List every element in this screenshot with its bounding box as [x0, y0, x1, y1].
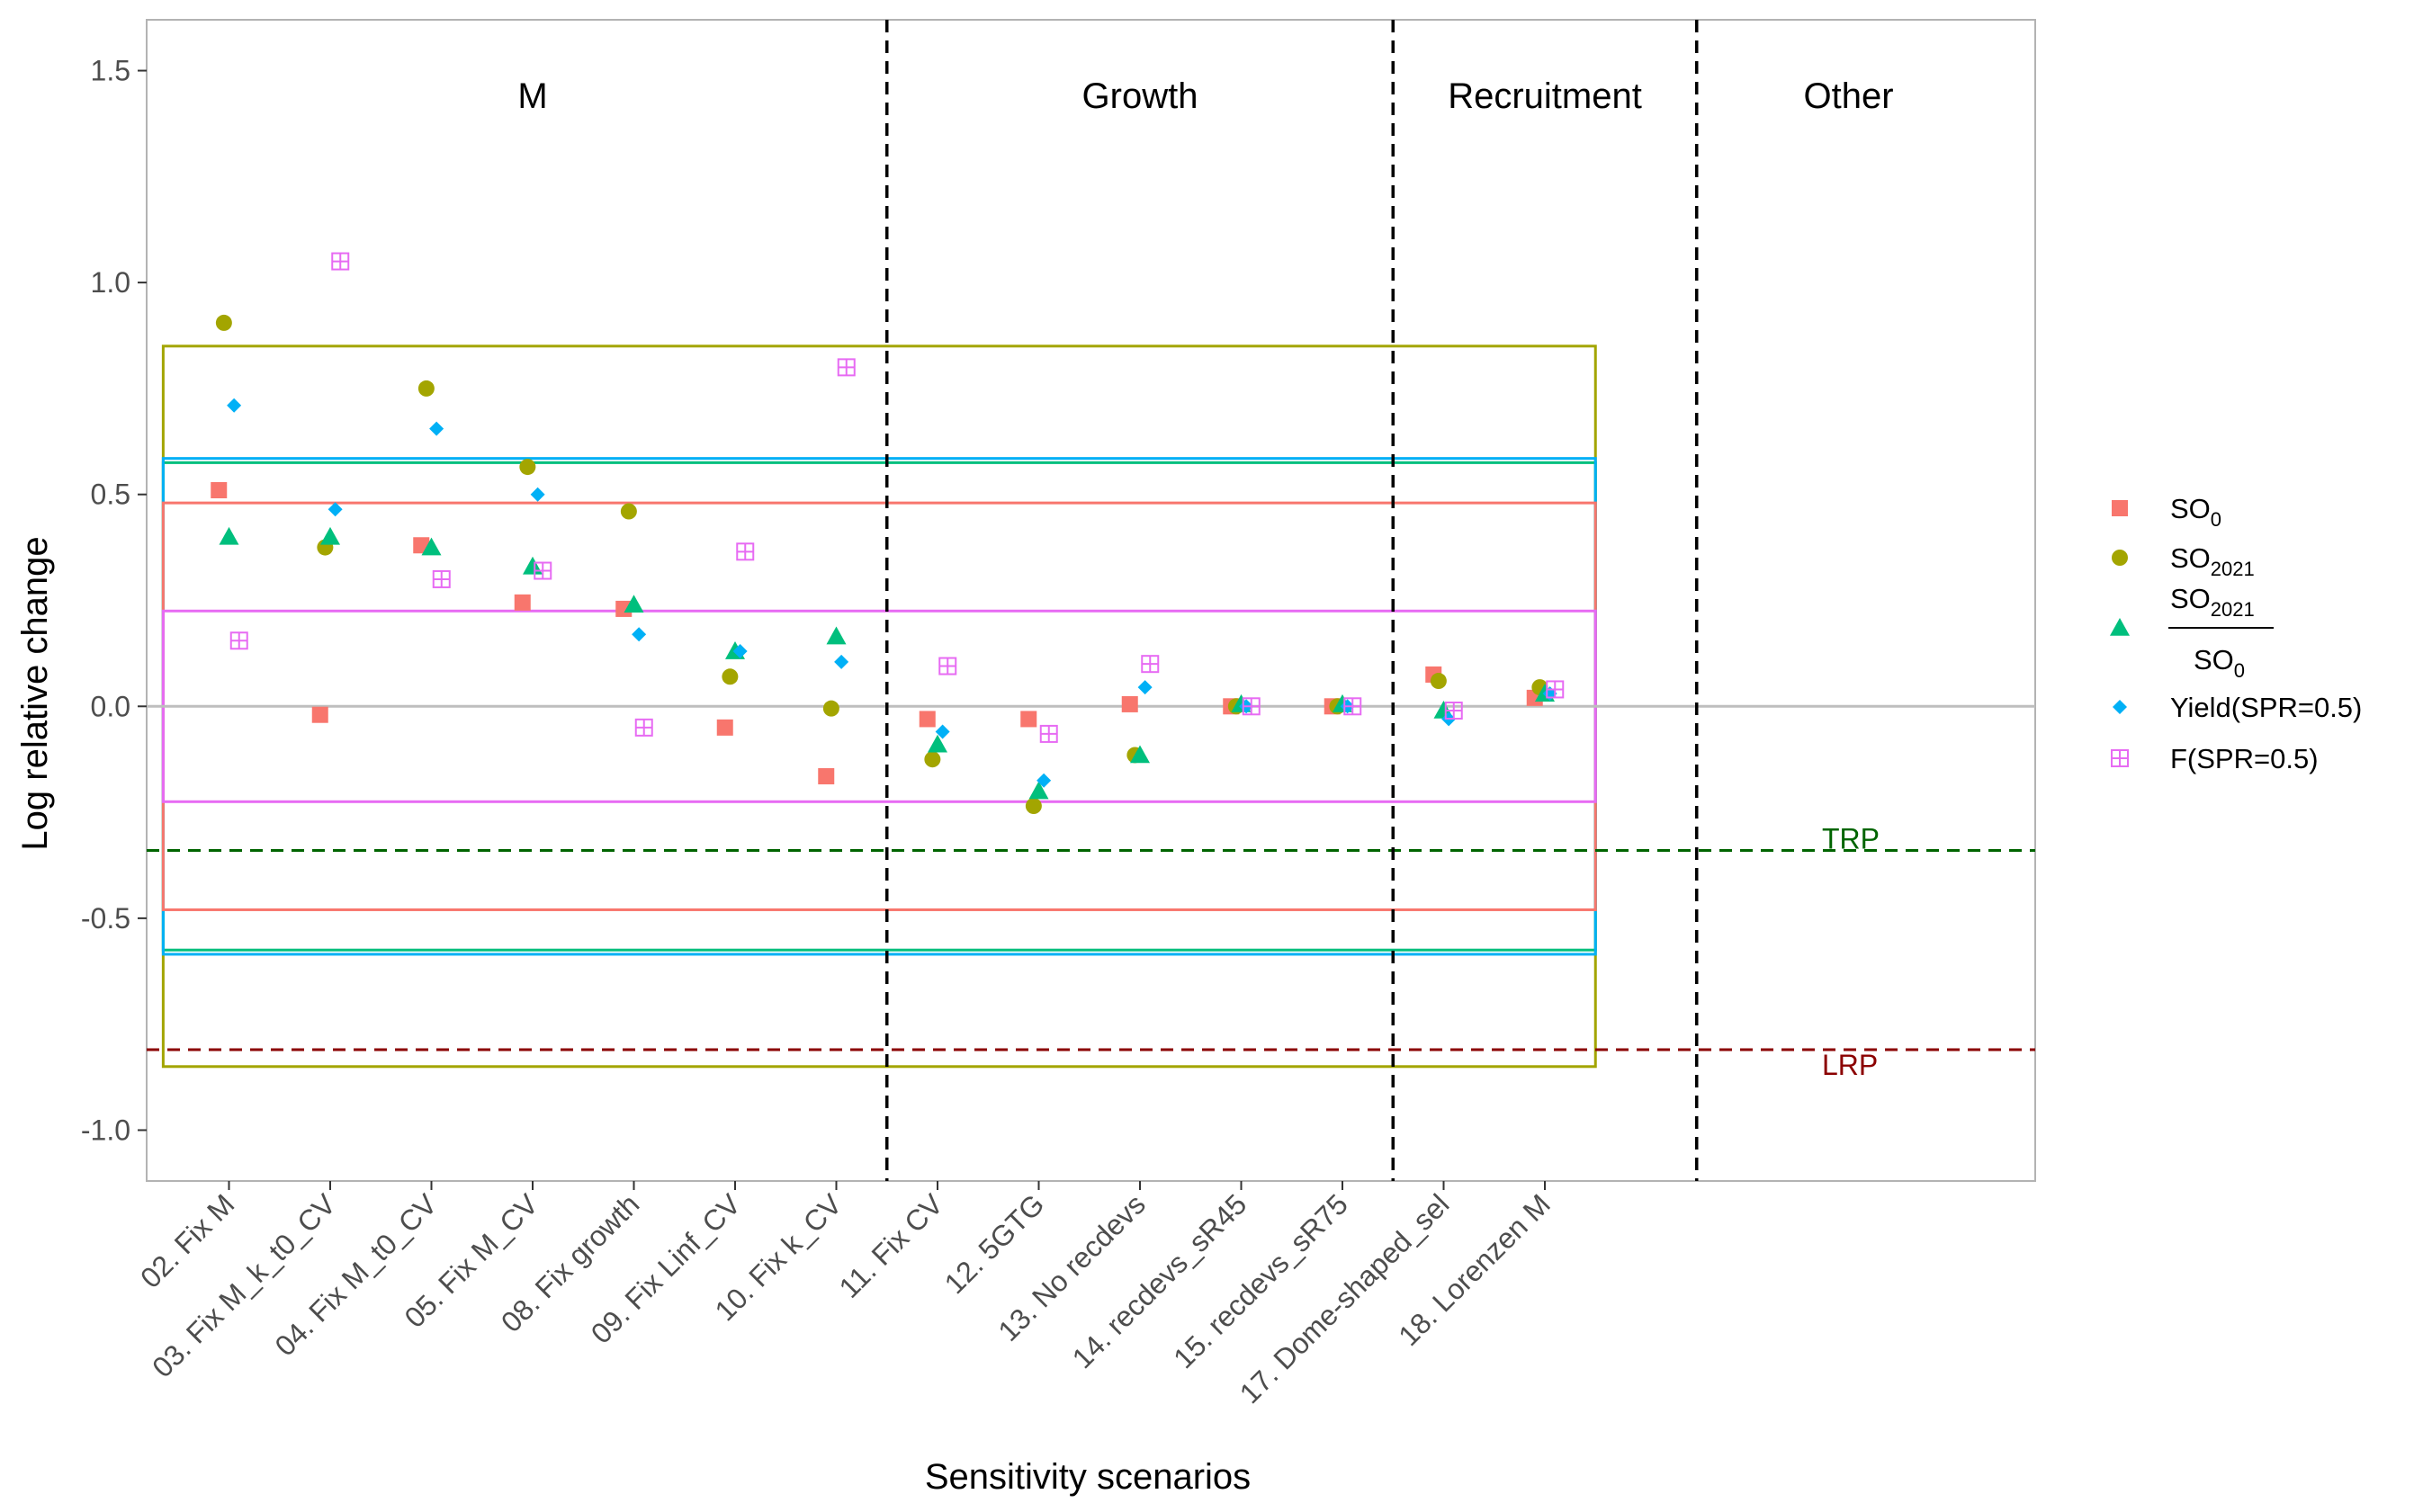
legend-key-0 [2112, 500, 2128, 516]
plot-background [146, 19, 2036, 1182]
y-tick-label: 1.5 [91, 55, 130, 87]
y-axis: -1.0 -0.5 0.0 0.5 1.0 1.5 [81, 55, 147, 1146]
y-axis-title: Log relative change [15, 536, 55, 850]
point-series-3-3 [530, 487, 545, 502]
point-series-1-12 [1430, 673, 1447, 690]
point-series-0-4 [615, 600, 633, 617]
group-label: Recruitment [1448, 76, 1642, 116]
point-series-0-7 [919, 711, 936, 728]
point-series-4-6 [837, 358, 856, 377]
point-series-2-4 [624, 595, 644, 613]
point-series-4-7 [938, 657, 957, 675]
x-tick-label: 14. recdevs_sR45 [1066, 1187, 1253, 1374]
y-tick-label: -0.5 [81, 902, 130, 935]
legend-key-2 [2110, 618, 2130, 636]
x-tick-label: 15. recdevs_sR75 [1167, 1187, 1354, 1374]
point-series-4-1 [331, 252, 350, 271]
point-series-3-5 [732, 644, 748, 659]
point-series-4-11 [1343, 697, 1362, 716]
point-series-0-9 [1121, 695, 1138, 712]
point-series-2-6 [826, 626, 847, 645]
point-series-4-0 [229, 631, 248, 650]
point-series-4-2 [432, 569, 451, 588]
plot-panel [146, 19, 2036, 1182]
horizontal-reference-lines: TRP LRP [147, 704, 2035, 1081]
point-series-0-1 [311, 706, 328, 723]
point-series-2-7 [928, 734, 947, 753]
legend-label-3: Yield(SPR=0.5) [2170, 692, 2362, 723]
point-series-3-6 [834, 654, 849, 669]
point-series-1-6 [822, 700, 839, 717]
x-axis-title: Sensitivity scenarios [925, 1457, 1251, 1497]
point-series-2-8 [1028, 781, 1049, 800]
point-series-1-0 [215, 314, 232, 331]
point-series-0-3 [514, 594, 531, 611]
y-tick-label: 1.0 [91, 266, 130, 299]
point-series-4-9 [1141, 655, 1160, 674]
point-series-0-0 [211, 481, 228, 498]
point-series-3-2 [429, 421, 444, 436]
point-series-4-5 [736, 542, 755, 561]
group-label: Other [1803, 76, 1893, 116]
group-separators [885, 20, 1699, 1181]
legend-key-1 [2112, 550, 2128, 566]
point-series-0-5 [716, 719, 733, 736]
point-series-4-4 [634, 718, 653, 737]
y-tick-label: 0.0 [91, 690, 130, 722]
group-label: Growth [1082, 76, 1198, 116]
point-series-2-2 [421, 537, 442, 556]
point-series-2-1 [320, 526, 340, 545]
point-series-3-8 [1037, 773, 1052, 788]
legend-label-0: SO0 [2170, 493, 2221, 531]
point-series-3-9 [1137, 680, 1153, 695]
point-series-1-8 [1025, 798, 1042, 815]
y-tick-label: -1.0 [81, 1114, 130, 1146]
legend-label-2-numerator: SO2021 [2170, 583, 2255, 621]
point-series-1-5 [722, 668, 739, 685]
reference-label-trp: TRP [1822, 822, 1880, 854]
x-tick-label: 11. Fix CV [833, 1187, 950, 1304]
legend-key-3 [2113, 700, 2127, 714]
point-series-1-2 [417, 380, 435, 397]
legend-label-1: SO2021 [2170, 542, 2255, 580]
legend-key-4 [2111, 749, 2129, 767]
reference-label-lrp: LRP [1822, 1049, 1878, 1081]
point-series-1-3 [519, 459, 536, 476]
point-series-4-13 [1546, 680, 1565, 699]
point-series-3-1 [328, 502, 343, 517]
point-series-3-0 [227, 398, 242, 413]
point-series-3-7 [935, 724, 950, 739]
y-tick-label: 0.5 [91, 479, 130, 511]
point-series-1-7 [924, 751, 941, 768]
point-series-4-3 [534, 561, 552, 580]
data-points [211, 252, 1565, 815]
group-labels: M Growth Recruitment Other [517, 76, 1893, 116]
group-label: M [517, 76, 547, 116]
point-series-3-4 [632, 627, 647, 642]
point-series-2-0 [219, 526, 239, 545]
point-series-0-8 [1020, 711, 1037, 728]
x-tick-label: 02. Fix M [134, 1187, 240, 1293]
legend-label-4: F(SPR=0.5) [2170, 743, 2319, 774]
point-series-2-9 [1130, 745, 1150, 764]
point-series-1-4 [620, 503, 637, 520]
point-series-4-10 [1242, 697, 1261, 716]
legend-label-2-denominator: SO0 [2194, 644, 2245, 682]
point-series-4-12 [1444, 702, 1463, 720]
x-tick-label: 03. Fix M_k_t0_CV [146, 1187, 342, 1383]
point-series-4-8 [1039, 724, 1058, 743]
point-series-0-6 [818, 768, 835, 785]
